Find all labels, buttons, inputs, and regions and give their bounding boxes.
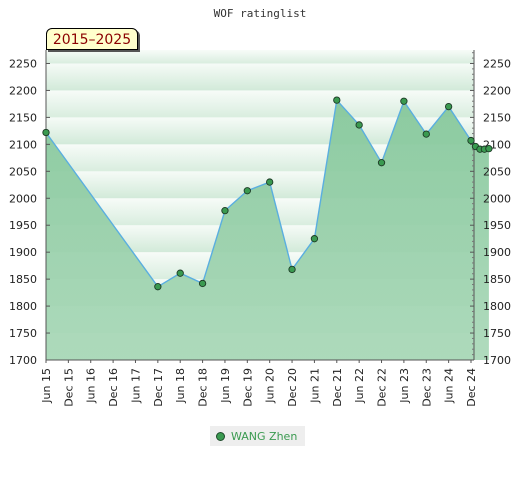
y-tick-label-right: 2050 (483, 165, 511, 178)
x-tick-label: Dec 22 (376, 368, 389, 407)
y-tick-label-left: 2050 (9, 165, 37, 178)
x-tick-label: Dec 20 (286, 368, 299, 407)
data-point (355, 121, 363, 129)
y-tick-label-left: 2250 (9, 57, 37, 70)
data-point (266, 178, 274, 186)
y-tick-label-left: 1850 (9, 273, 37, 286)
data-point (221, 207, 229, 215)
x-tick-label: Jun 24 (443, 368, 456, 404)
points-layer (42, 96, 493, 291)
x-tick-label: Jun 19 (219, 368, 232, 404)
y-tick-label-right: 1850 (483, 273, 511, 286)
background-band (46, 63, 474, 91)
y-tick-label-left: 1950 (9, 219, 37, 232)
y-tick-label-right: 2150 (483, 111, 511, 124)
y-tick-label-left: 1800 (9, 300, 37, 313)
data-point (42, 128, 50, 137)
data-point (444, 102, 453, 111)
y-tick-label-left: 2150 (9, 111, 37, 124)
data-point (243, 187, 251, 195)
legend: WANG Zhen (210, 426, 306, 446)
x-tick-label: Dec 15 (62, 368, 75, 407)
background-band (46, 50, 474, 64)
data-point (400, 97, 408, 105)
x-tick-label: Jun 18 (174, 368, 187, 404)
y-tick-label-right: 1750 (483, 327, 511, 340)
x-tick-label: Jun 22 (353, 368, 366, 404)
date-range-badge: 2015–2025 (46, 28, 138, 50)
y-tick-label-right: 1950 (483, 219, 511, 232)
data-point (485, 145, 493, 153)
chart-title: WOF ratinglist (214, 7, 307, 20)
data-point (288, 265, 296, 274)
data-point (310, 235, 319, 243)
rating-area (46, 100, 489, 360)
y-tick-label-right: 2250 (483, 57, 511, 70)
axes: 1700 1700 1750 1750 1800 1800 1850 1850 1900 1900… (9, 50, 511, 407)
legend-series-label: WANG Zhen (231, 429, 298, 443)
y-tick-label-left: 2100 (9, 138, 37, 151)
data-point (377, 159, 386, 167)
x-tick-label: Dec 24 (465, 368, 478, 407)
x-tick-label: Dec 19 (241, 368, 254, 407)
x-tick-label: Jun 21 (308, 368, 321, 404)
x-tick-label: Jun 23 (398, 368, 411, 404)
x-tick-label: Jun 20 (264, 368, 277, 404)
x-tick-label: Dec 17 (152, 368, 165, 407)
x-tick-label: Dec 23 (420, 368, 433, 407)
data-point (467, 136, 475, 145)
data-point (333, 96, 341, 104)
y-tick-label-right: 2000 (483, 192, 511, 205)
y-tick-label-right: 1900 (483, 246, 511, 259)
x-tick-label: Jun 17 (129, 368, 142, 404)
x-tick-label: Jun 15 (40, 368, 53, 404)
x-tick-label: Dec 16 (107, 368, 120, 407)
y-tick-label-left: 1750 (9, 327, 37, 340)
legend-marker (216, 431, 225, 441)
x-tick-label: Dec 18 (197, 368, 210, 407)
y-tick-label-right: 1700 (483, 354, 511, 367)
y-tick-label-right: 1800 (483, 300, 511, 313)
y-tick-label-left: 1700 (9, 354, 37, 367)
data-point (154, 283, 162, 291)
x-tick-label: Dec 21 (331, 368, 344, 407)
y-tick-label-left: 1900 (9, 246, 37, 259)
y-tick-label-right: 2200 (483, 84, 511, 97)
x-tick-label: Jun 16 (85, 368, 98, 404)
data-point (198, 279, 207, 288)
data-point (422, 130, 430, 138)
data-point (176, 269, 184, 277)
y-tick-label-left: 2200 (9, 84, 37, 97)
y-tick-label-left: 2000 (9, 192, 37, 205)
